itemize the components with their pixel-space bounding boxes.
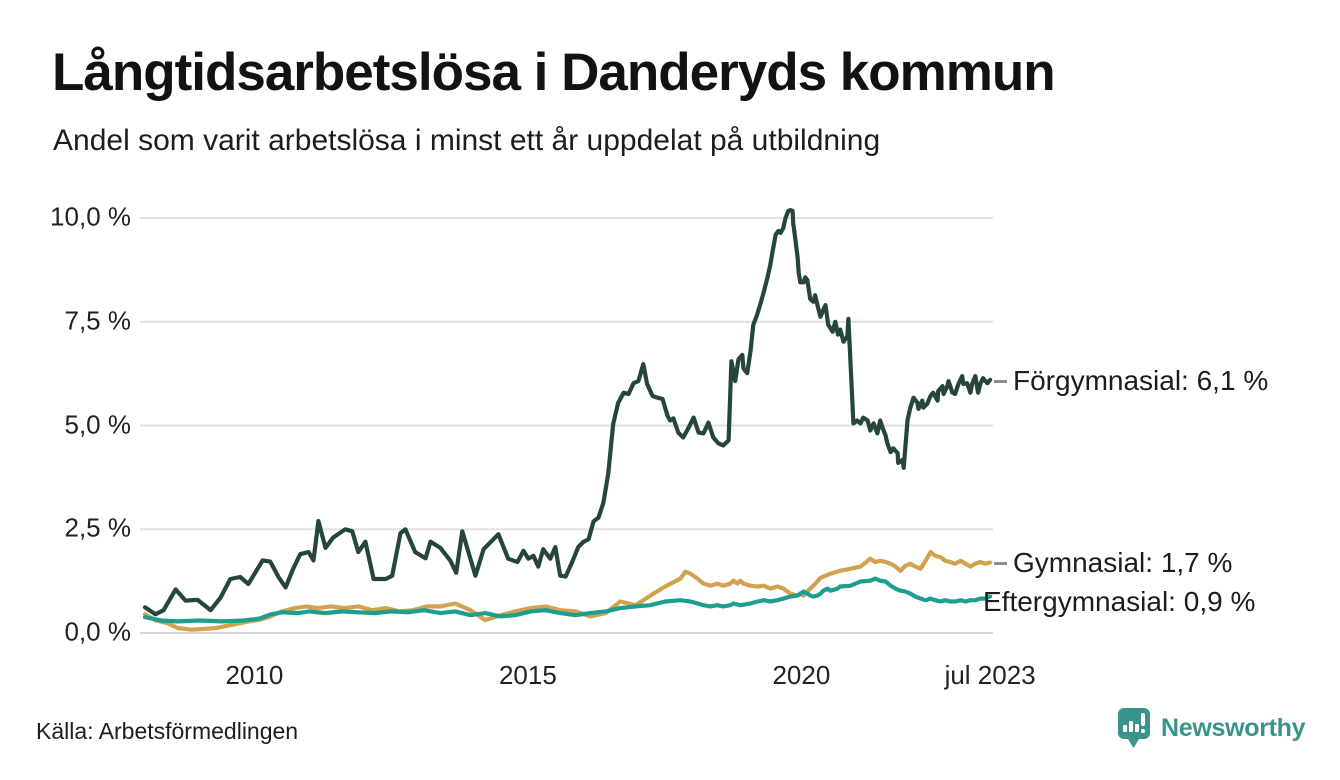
series-label-text: Eftergymnasial: 0,9 % — [983, 586, 1256, 617]
x-tick-label: 2015 — [498, 660, 557, 690]
series-end-label-gymnasial: Gymnasial: 1,7 % — [994, 547, 1232, 579]
y-tick-label: 7,5 % — [64, 305, 132, 336]
series-line-gymnasial — [142, 549, 993, 632]
x-tick-label: jul 2023 — [944, 660, 1036, 690]
newsworthy-wordmark: Newsworthy — [1161, 713, 1306, 742]
source-attribution: Källa: Arbetsförmedlingen — [36, 718, 299, 744]
page-subtitle: Andel som varit arbetslösa i minst ett å… — [53, 124, 881, 157]
label-connector-dash — [994, 379, 1007, 383]
series-line-eftergymnasial — [142, 576, 993, 624]
series-label-text: Förgymnasial: 6,1 % — [1013, 365, 1269, 396]
page-title: Långtidsarbetslösa i Danderyds kommun — [52, 43, 1056, 102]
x-tick-label: 2020 — [772, 660, 831, 690]
y-tick-label: 0,0 % — [64, 616, 132, 647]
newsworthy-bubble-chart-icon — [1118, 708, 1150, 748]
x-tick-label: 2010 — [225, 660, 284, 690]
newsworthy-logo: Newsworthy — [1116, 706, 1306, 750]
y-tick-label: 10,0 % — [50, 201, 131, 232]
series-label-text: Gymnasial: 1,7 % — [1013, 547, 1233, 578]
series-line-förgymnasial — [142, 208, 993, 617]
y-tick-label: 5,0 % — [64, 408, 132, 439]
y-tick-label: 2,5 % — [64, 512, 132, 543]
label-connector-dash — [994, 561, 1007, 565]
series-end-label-eftergymnasial: Eftergymnasial: 0,9 % — [983, 586, 1255, 618]
series-end-label-forgymnasial: Förgymnasial: 6,1 % — [994, 365, 1268, 397]
